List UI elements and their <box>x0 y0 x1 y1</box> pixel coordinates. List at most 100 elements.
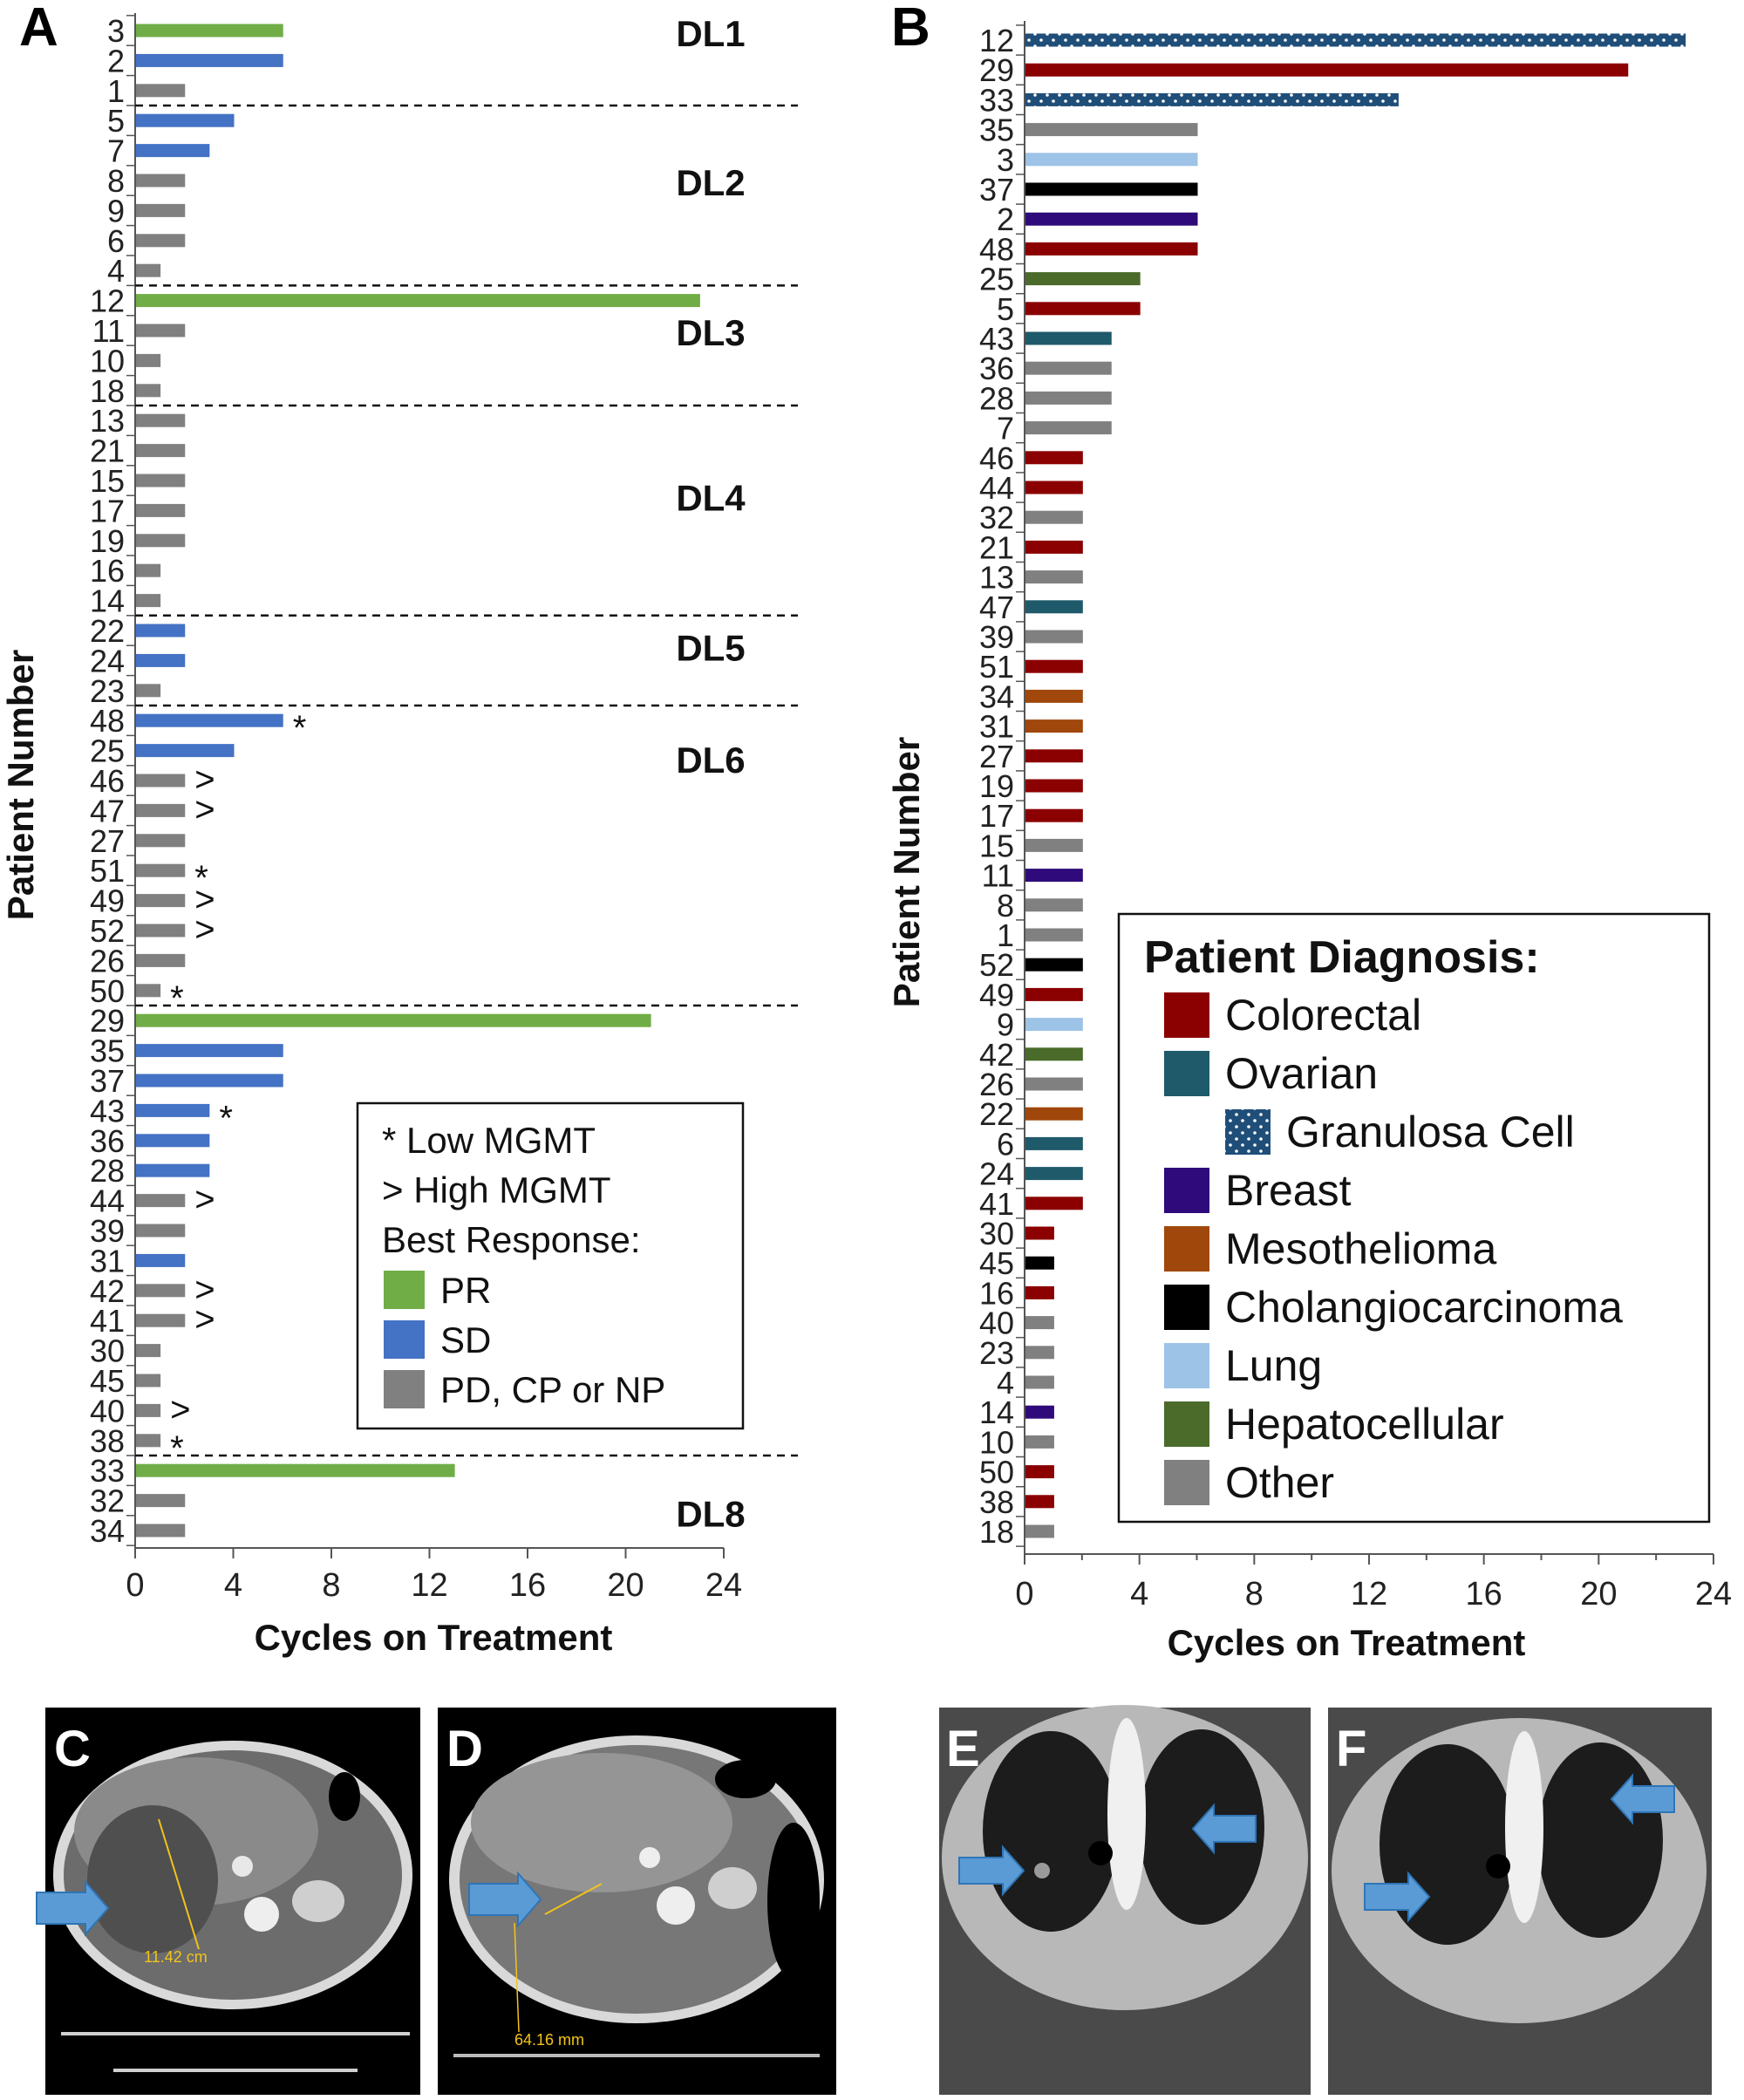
panel-b-patient-label: 22 <box>979 1096 1014 1132</box>
panel-a-bar <box>136 113 235 127</box>
legend-swatch-breast <box>1164 1168 1209 1213</box>
panel-b-patient-label: 11 <box>982 858 1014 894</box>
panel-b-patient-label: 2 <box>997 201 1014 237</box>
panel-b-x-tick-label: 12 <box>1351 1576 1387 1612</box>
panel-a-bar <box>136 294 700 308</box>
panel-a-patient-label: 3 <box>107 13 125 49</box>
panel-a-patient-label: 49 <box>90 883 125 919</box>
panel-b-patient-label: 25 <box>979 262 1014 297</box>
panel-a-low-mgmt-mark: * <box>170 979 184 1018</box>
panel-b-patient-label: 27 <box>979 739 1014 774</box>
panel-b-patient-label: 31 <box>979 709 1014 745</box>
legend-swatch-pd <box>384 1370 425 1408</box>
scan-panel-d: 64.16 mm D <box>438 1708 836 2095</box>
panel-b-patient-label: 8 <box>997 888 1014 924</box>
panel-a-patient-label: 52 <box>90 913 125 949</box>
panel-a-patient-label: 48 <box>90 703 125 739</box>
legend-swatch-granulosa <box>1225 1109 1271 1155</box>
panel-a-patient-label: 13 <box>90 403 125 439</box>
panel-b-patient-label: 38 <box>979 1484 1014 1520</box>
panel-a-bar <box>136 1434 161 1448</box>
panel-b-bar <box>1025 1107 1083 1121</box>
panel-b-bar <box>1025 779 1083 793</box>
panel-b-patient-label: 16 <box>979 1275 1014 1311</box>
panel-b-bar <box>1025 987 1083 1001</box>
panel-b-patient-label: 50 <box>979 1455 1014 1490</box>
scan-f-letter: F <box>1336 1721 1366 1777</box>
panel-a-bar <box>136 984 161 998</box>
legend-swatch-ovarian <box>1164 1051 1209 1096</box>
panel-a-bar <box>136 563 161 577</box>
panel-b-bar <box>1025 1495 1054 1509</box>
panel-a-bar <box>136 1194 186 1208</box>
panel-a-bar <box>136 924 186 938</box>
panel-a-x-tick-label: 24 <box>705 1567 742 1604</box>
panel-a-high-mgmt-mark: > <box>194 1300 215 1339</box>
legend-swatch-cholangio <box>1164 1285 1209 1330</box>
panel-b-patient-label: 5 <box>997 291 1014 327</box>
panel-a-dose-level-label: DL4 <box>676 477 746 518</box>
panel-b-bar <box>1025 600 1083 614</box>
panel-a-patient-label: 30 <box>90 1333 125 1369</box>
scan-d-letter: D <box>446 1721 483 1777</box>
legend-diagnosis-title: Patient Diagnosis: <box>1144 932 1540 983</box>
scan-e-arrow-left <box>958 1844 1025 1897</box>
panel-a-bar <box>136 413 186 427</box>
panel-b-bar <box>1025 1524 1054 1538</box>
panel-b-x-tick-label: 0 <box>1015 1576 1033 1612</box>
panel-b-bar <box>1025 451 1083 465</box>
panel-a-bar <box>136 84 186 98</box>
panel-a-patient-label: 27 <box>90 823 125 859</box>
panel-a-patient-label: 7 <box>107 133 125 169</box>
panel-b-patient-label: 40 <box>979 1306 1014 1341</box>
panel-a-patient-label: 1 <box>107 73 125 109</box>
scan-e-arrow-right <box>1191 1803 1257 1855</box>
panel-b-patient-label: 41 <box>979 1186 1014 1222</box>
panel-b-patient-label: 48 <box>979 231 1014 267</box>
panel-b-bar <box>1025 630 1083 644</box>
panel-a-bar <box>136 474 186 488</box>
panel-b-patient-label: 37 <box>979 172 1014 208</box>
panel-b-patient-label: 13 <box>979 560 1014 596</box>
panel-a-bar <box>136 174 186 188</box>
panel-b-patient-label: 45 <box>979 1245 1014 1281</box>
panel-b-patient-label: 49 <box>979 977 1014 1012</box>
panel-a-patient-label: 36 <box>90 1123 125 1159</box>
panel-b-patient-label: 23 <box>979 1335 1014 1371</box>
panel-a-bar <box>136 1134 210 1148</box>
panel-b-chart: 1229333533724825543362874644322113473951… <box>979 21 1732 1612</box>
legend-best-response: Best Response: <box>382 1219 641 1260</box>
panel-a-bar <box>136 863 186 877</box>
panel-b-patient-label: 1 <box>997 917 1014 953</box>
legend-swatch-other <box>1164 1460 1209 1505</box>
panel-a-x-tick-label: 0 <box>126 1567 144 1604</box>
panel-a-patient-label: 33 <box>90 1453 125 1489</box>
panel-b-bar <box>1025 1435 1054 1449</box>
legend-label-breast: Breast <box>1225 1166 1352 1215</box>
panel-b-bar <box>1025 1375 1054 1389</box>
panel-a-patient-label: 25 <box>90 733 125 769</box>
panel-b-x-tick-label: 24 <box>1695 1576 1732 1612</box>
panel-b-patient-label: 7 <box>997 411 1014 447</box>
panel-b-ylabel: Patient Number <box>886 737 927 1007</box>
panel-b-bar <box>1025 869 1083 883</box>
panel-b-patient-label: 3 <box>997 142 1014 178</box>
panel-b-patient-label: 9 <box>997 1007 1014 1043</box>
legend-swatch-pr <box>384 1271 425 1309</box>
panel-b-bar <box>1025 1018 1083 1032</box>
panel-a-patient-label: 41 <box>90 1303 125 1339</box>
panel-b-patient-label: 33 <box>979 82 1014 118</box>
panel-b-patient-label: 12 <box>979 23 1014 58</box>
panel-b-patient-label: 44 <box>979 470 1014 506</box>
panel-a-high-mgmt-mark: > <box>194 881 215 919</box>
legend-low-mgmt: * Low MGMT <box>382 1120 596 1161</box>
legend-label-pr: PR <box>440 1270 491 1311</box>
panel-a-x-tick-label: 16 <box>509 1567 546 1604</box>
panel-b-bar <box>1025 123 1198 137</box>
panel-a-low-mgmt-mark: * <box>293 709 307 747</box>
panel-b-patient-label: 28 <box>979 380 1014 416</box>
panel-a-bar <box>136 894 186 908</box>
panel-a-bar <box>136 534 186 548</box>
panel-b-bar <box>1025 1197 1083 1210</box>
